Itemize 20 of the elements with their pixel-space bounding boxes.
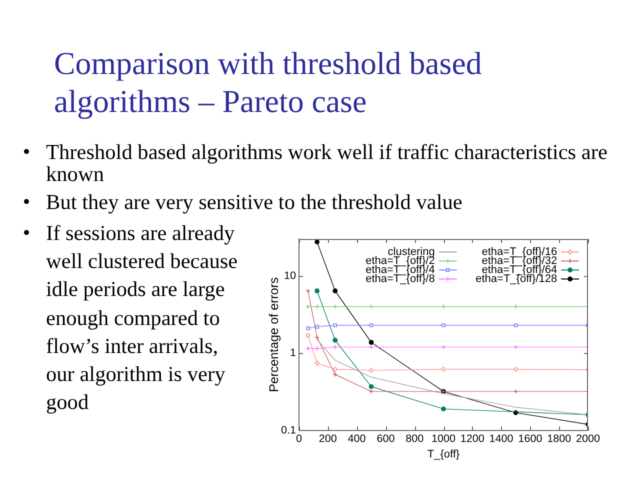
x-tick-label: 1600 [518,432,542,445]
y-tick-label: 1 [290,347,296,360]
x-tick-label: 600 [376,432,395,445]
text: But they are very sensitive to the threshold value [46,190,464,214]
y-tick-label: 10 [284,270,296,282]
x-tick-label: 200 [318,432,337,445]
y-axis-title: Percentage of errors [267,277,282,392]
x-tick-label: 0 [296,432,302,445]
x-axis-title: T_{off} [427,448,460,460]
y-tick-label: 0.1 [280,424,296,436]
x-tick-label: 1800 [547,432,572,445]
x-tick-label: 2000 [576,432,600,445]
x-tick-label: 800 [406,432,424,445]
x-tick-label: 1400 [489,432,514,445]
text: Threshold based algorithms work well if traffic characteristics are known [46,140,608,186]
text: If sessions are already well clustered because idle periods are large enough compared to flow’s inter arrivals, our algorithm is very good [46,220,239,416]
x-tick-label: 1200 [460,432,484,445]
x-tick-label: 400 [348,432,366,445]
x-tick-label: 1000 [431,432,456,445]
chart-title: Comparison with threshold based algorithms – Pareto case [54,45,483,121]
